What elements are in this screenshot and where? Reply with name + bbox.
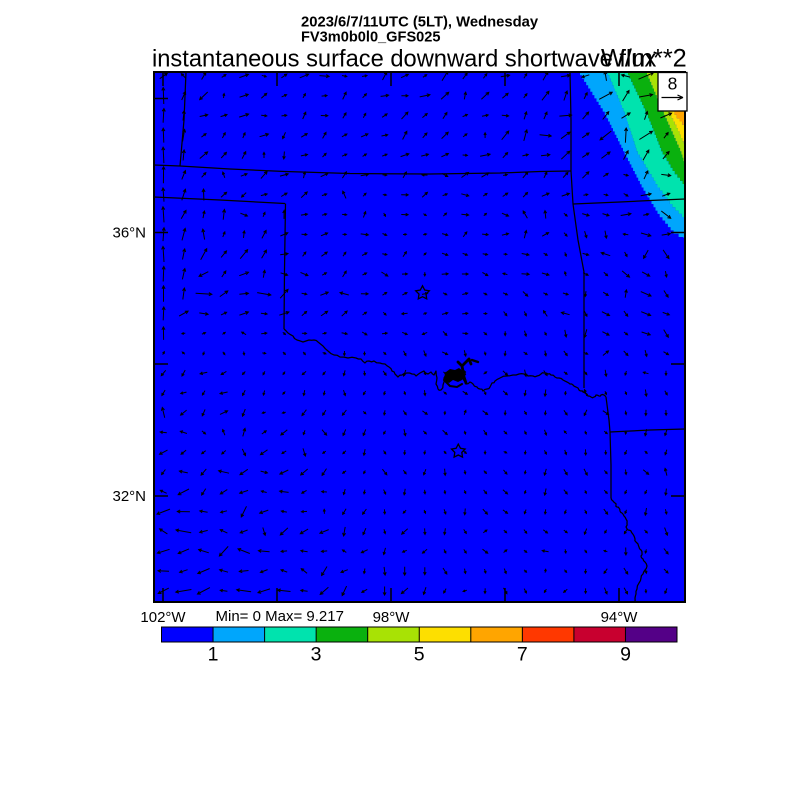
svg-text:94°W: 94°W	[601, 609, 639, 626]
svg-text:instantaneous surface downward: instantaneous surface downward shortwave…	[152, 46, 656, 72]
svg-text:7: 7	[517, 644, 528, 666]
svg-text:3: 3	[311, 644, 322, 666]
svg-text:2023/6/7/11UTC (5LT), Wednesda: 2023/6/7/11UTC (5LT), Wednesday	[301, 15, 539, 31]
svg-text:32°N: 32°N	[112, 488, 146, 505]
svg-text:9: 9	[620, 644, 631, 666]
svg-text:36°N: 36°N	[112, 225, 146, 242]
svg-text:Min= 0 Max= 9.217: Min= 0 Max= 9.217	[216, 608, 344, 625]
svg-text:5: 5	[414, 644, 425, 666]
svg-text:FV3m0b0l0_GFS025: FV3m0b0l0_GFS025	[301, 30, 441, 46]
svg-text:W/m**2: W/m**2	[601, 44, 687, 72]
svg-text:8: 8	[668, 74, 678, 94]
svg-text:1: 1	[208, 644, 219, 666]
svg-text:98°W: 98°W	[373, 609, 411, 626]
svg-text:102°W: 102°W	[140, 609, 186, 626]
